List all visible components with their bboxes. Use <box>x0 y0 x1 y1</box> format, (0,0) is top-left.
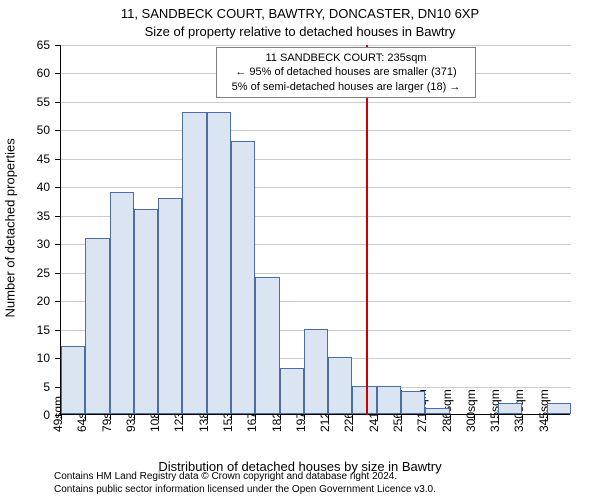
histogram-bar <box>304 329 328 414</box>
y-tick-label: 55 <box>10 95 50 109</box>
histogram-bar <box>377 386 401 414</box>
y-tick-label: 40 <box>10 180 50 194</box>
grid-line <box>61 130 571 131</box>
footnote-line2: Contains public sector information licen… <box>54 484 436 495</box>
histogram-bar <box>207 112 231 414</box>
histogram-bar <box>134 209 158 414</box>
histogram-bar <box>85 238 109 414</box>
annotation-line2: ← 95% of detached houses are smaller (37… <box>223 65 469 79</box>
chart-container: 11, SANDBECK COURT, BAWTRY, DONCASTER, D… <box>0 0 600 500</box>
annotation-line1: 11 SANDBECK COURT: 235sqm <box>223 51 469 65</box>
chart-title-sub: Size of property relative to detached ho… <box>0 24 600 39</box>
y-tick-label: 35 <box>10 209 50 223</box>
y-tick-label: 15 <box>10 323 50 337</box>
annotation-line3: 5% of semi-detached houses are larger (1… <box>223 80 469 94</box>
y-tick-label: 50 <box>10 123 50 137</box>
histogram-bar <box>255 277 279 414</box>
histogram-bar <box>182 112 206 414</box>
y-tick-label: 20 <box>10 294 50 308</box>
histogram-bar <box>425 408 449 414</box>
y-tick-label: 30 <box>10 237 50 251</box>
grid-line <box>61 187 571 188</box>
histogram-bar <box>231 141 255 414</box>
y-tick-label: 10 <box>10 351 50 365</box>
histogram-bar <box>401 391 425 414</box>
annotation-box: 11 SANDBECK COURT: 235sqm← 95% of detach… <box>216 47 476 98</box>
y-tick-label: 65 <box>10 38 50 52</box>
footnote-line1: Contains HM Land Registry data © Crown c… <box>54 471 397 482</box>
y-tick-label: 25 <box>10 266 50 280</box>
histogram-bar <box>328 357 352 414</box>
histogram-bar <box>498 403 522 414</box>
histogram-bar <box>158 198 182 414</box>
footnote: Contains HM Land Registry data © Crown c… <box>54 470 436 496</box>
histogram-bar <box>110 192 134 414</box>
grid-line <box>61 45 571 46</box>
y-tick-label: 45 <box>10 152 50 166</box>
y-tick-label: 0 <box>10 408 50 422</box>
chart-plot-area: 0510152025303540455055606549sqm64sqm79sq… <box>60 45 570 415</box>
histogram-bar <box>547 403 571 414</box>
histogram-bar <box>352 386 376 414</box>
histogram-bar <box>280 368 304 414</box>
grid-line <box>61 159 571 160</box>
grid-line <box>61 102 571 103</box>
y-tick-label: 60 <box>10 66 50 80</box>
y-tick-label: 5 <box>10 380 50 394</box>
chart-title-main: 11, SANDBECK COURT, BAWTRY, DONCASTER, D… <box>0 6 600 21</box>
histogram-bar <box>61 346 85 414</box>
reference-line <box>366 45 368 415</box>
